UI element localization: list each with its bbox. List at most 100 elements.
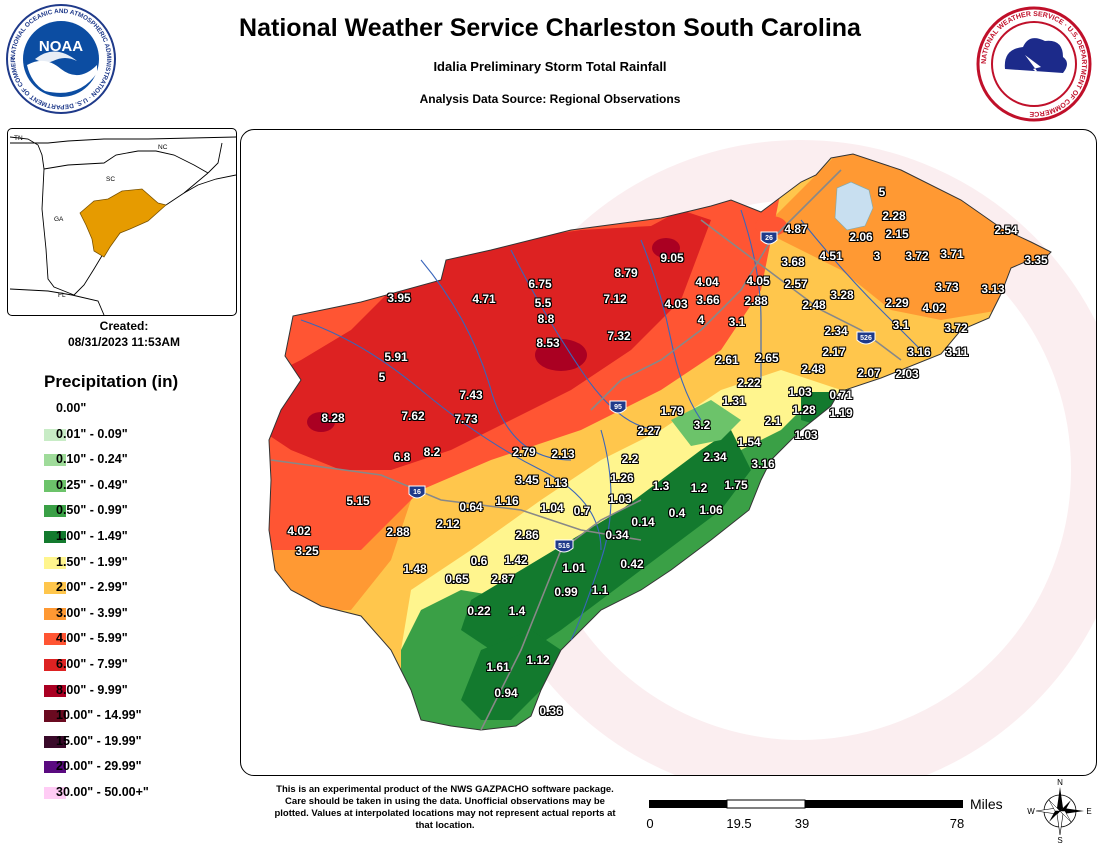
legend-swatch bbox=[44, 479, 66, 492]
rainfall-observation: 3.11 bbox=[945, 345, 969, 359]
legend-swatch bbox=[44, 658, 66, 671]
hwy-16-label: 16 bbox=[413, 489, 421, 496]
legend-label: 15.00" - 19.99" bbox=[56, 733, 142, 748]
rainfall-observation: 1.79 bbox=[660, 404, 684, 418]
legend-swatch bbox=[44, 633, 66, 646]
rainfall-observation: 4.51 bbox=[819, 249, 843, 263]
rainfall-observation: 8.79 bbox=[614, 266, 638, 280]
data-source: Analysis Data Source: Regional Observati… bbox=[419, 92, 681, 106]
scale-units: Miles bbox=[970, 796, 1003, 812]
rainfall-observation: 3.1 bbox=[892, 318, 910, 332]
created-label: Created: bbox=[99, 319, 149, 333]
rainfall-observation: 3.16 bbox=[907, 345, 931, 359]
rainfall-observation: 1.61 bbox=[486, 660, 510, 674]
legend-label: 0.10" - 0.24" bbox=[56, 452, 128, 467]
legend-swatch bbox=[44, 454, 66, 467]
legend-label: 1.50" - 1.99" bbox=[56, 554, 128, 569]
legend-label: 4.00" - 5.99" bbox=[56, 631, 128, 646]
compass-e: E bbox=[1086, 807, 1091, 816]
created-date: 08/31/2023 11:53AM bbox=[67, 335, 181, 349]
rainfall-observation: 4.03 bbox=[664, 297, 688, 311]
rainfall-observation: 1.1 bbox=[591, 583, 609, 597]
scale-label-78: 78 bbox=[949, 816, 965, 831]
interstate-16-shield: 16 bbox=[408, 485, 426, 499]
rainfall-observation: 0.4 bbox=[668, 506, 686, 520]
inset-label-sc: SC bbox=[106, 176, 115, 183]
rainfall-observation: 2.34 bbox=[703, 450, 727, 464]
legend-label: 6.00" - 7.99" bbox=[56, 656, 128, 671]
nws-logo: NATIONAL WEATHER SERVICE · U.S. DEPARTME… bbox=[975, 5, 1093, 123]
rainfall-observation: 0.99 bbox=[554, 585, 578, 599]
rainfall-observation: 0.65 bbox=[445, 572, 469, 586]
rainfall-observation: 0.22 bbox=[467, 604, 491, 618]
legend-swatch bbox=[44, 684, 66, 697]
rainfall-observation: 3.16 bbox=[751, 457, 775, 471]
legend-swatch bbox=[44, 761, 66, 774]
map-subtitle: Idalia Preliminary Storm Total Rainfall bbox=[433, 59, 667, 74]
rainfall-observation: 2.87 bbox=[491, 572, 515, 586]
rainfall-observation: 2.1 bbox=[764, 414, 782, 428]
rainfall-observation: 1.26 bbox=[610, 471, 634, 485]
legend-label: 20.00" - 29.99" bbox=[56, 759, 142, 774]
rainfall-observation: 2.48 bbox=[801, 362, 825, 376]
rainfall-observation: 4.02 bbox=[287, 524, 311, 538]
inset-label-ga: GA bbox=[54, 216, 64, 223]
interstate-526-shield: 526 bbox=[856, 331, 876, 345]
rainfall-observation: 7.32 bbox=[607, 329, 631, 343]
rainfall-observation: 1.31 bbox=[722, 394, 746, 408]
rainfall-observation: 2.13 bbox=[551, 447, 575, 461]
rainfall-observation: 3.72 bbox=[905, 249, 929, 263]
rainfall-observation: 7.73 bbox=[454, 412, 478, 426]
rainfall-observation: 2.48 bbox=[802, 298, 826, 312]
compass-w: W bbox=[1027, 807, 1035, 816]
rainfall-observation: 1.13 bbox=[544, 476, 568, 490]
interstate-516-shield: 516 bbox=[554, 539, 574, 553]
rainfall-observation: 3.35 bbox=[1024, 253, 1048, 267]
rainfall-observation: 0.34 bbox=[605, 528, 629, 542]
rainfall-observation: 0.14 bbox=[631, 515, 655, 529]
legend-swatch bbox=[44, 582, 66, 595]
rainfall-observation: 7.62 bbox=[401, 409, 425, 423]
rainfall-observation: 6.75 bbox=[528, 277, 552, 291]
rainfall-observation: 1.06 bbox=[699, 503, 723, 517]
rainfall-observation: 3.28 bbox=[830, 288, 854, 302]
rainfall-observation: 4.87 bbox=[784, 222, 808, 236]
rainfall-observation: 2.86 bbox=[515, 528, 539, 542]
compass-n: N bbox=[1057, 778, 1063, 787]
rainfall-observation: 3.25 bbox=[295, 544, 319, 558]
rainfall-observation: 3.73 bbox=[935, 280, 959, 294]
rainfall-map: 26 95 526 16 516 5 2.28 4.87 2.06 2.15 2.54 3.… bbox=[240, 129, 1097, 776]
rainfall-observation: 4.02 bbox=[922, 301, 946, 315]
rainfall-observation: 0.42 bbox=[620, 557, 644, 571]
rainfall-observation: 8.8 bbox=[537, 312, 555, 326]
rainfall-observation: 2.2 bbox=[621, 452, 639, 466]
rainfall-observation: 2.65 bbox=[755, 351, 779, 365]
rainfall-observation: 2.88 bbox=[386, 525, 410, 539]
rainfall-observation: 4.71 bbox=[472, 292, 496, 306]
inset-label-fl: FL bbox=[58, 292, 66, 299]
map-title: National Weather Service Charleston Sout… bbox=[239, 14, 861, 42]
rainfall-observation: 1.2 bbox=[690, 481, 708, 495]
rainfall-observation: 1.28 bbox=[792, 403, 816, 417]
rainfall-observation: 3.1 bbox=[728, 315, 746, 329]
rainfall-observation: 7.12 bbox=[603, 292, 627, 306]
compass-rose-icon: N S E W bbox=[1025, 775, 1095, 845]
inset-label-nc: NC bbox=[158, 144, 168, 151]
rainfall-observation: 2.54 bbox=[994, 223, 1018, 237]
rainfall-observation: 2.03 bbox=[895, 367, 919, 381]
legend-swatch bbox=[44, 735, 66, 748]
rainfall-observation: 3.72 bbox=[944, 321, 968, 335]
rainfall-observation: 3.95 bbox=[387, 291, 411, 305]
legend-swatch bbox=[44, 710, 66, 723]
rainfall-observation: 1.12 bbox=[526, 653, 550, 667]
rainfall-observation: 1.03 bbox=[794, 428, 818, 442]
rainfall-observation: 2.29 bbox=[885, 296, 909, 310]
rainfall-observation: 3.45 bbox=[515, 473, 539, 487]
interstate-26-shield: 26 bbox=[760, 231, 778, 245]
rainfall-observation: 1.54 bbox=[737, 435, 761, 449]
legend-label: 8.00" - 9.99" bbox=[56, 682, 128, 697]
legend-label: 2.00" - 2.99" bbox=[56, 580, 128, 595]
noaa-logo: NOAA NATIONAL OCEANIC AND ATMOSPHERIC AD… bbox=[3, 0, 117, 115]
rainfall-observation: 1.03 bbox=[608, 492, 632, 506]
rainfall-observation: 0.64 bbox=[459, 500, 483, 514]
